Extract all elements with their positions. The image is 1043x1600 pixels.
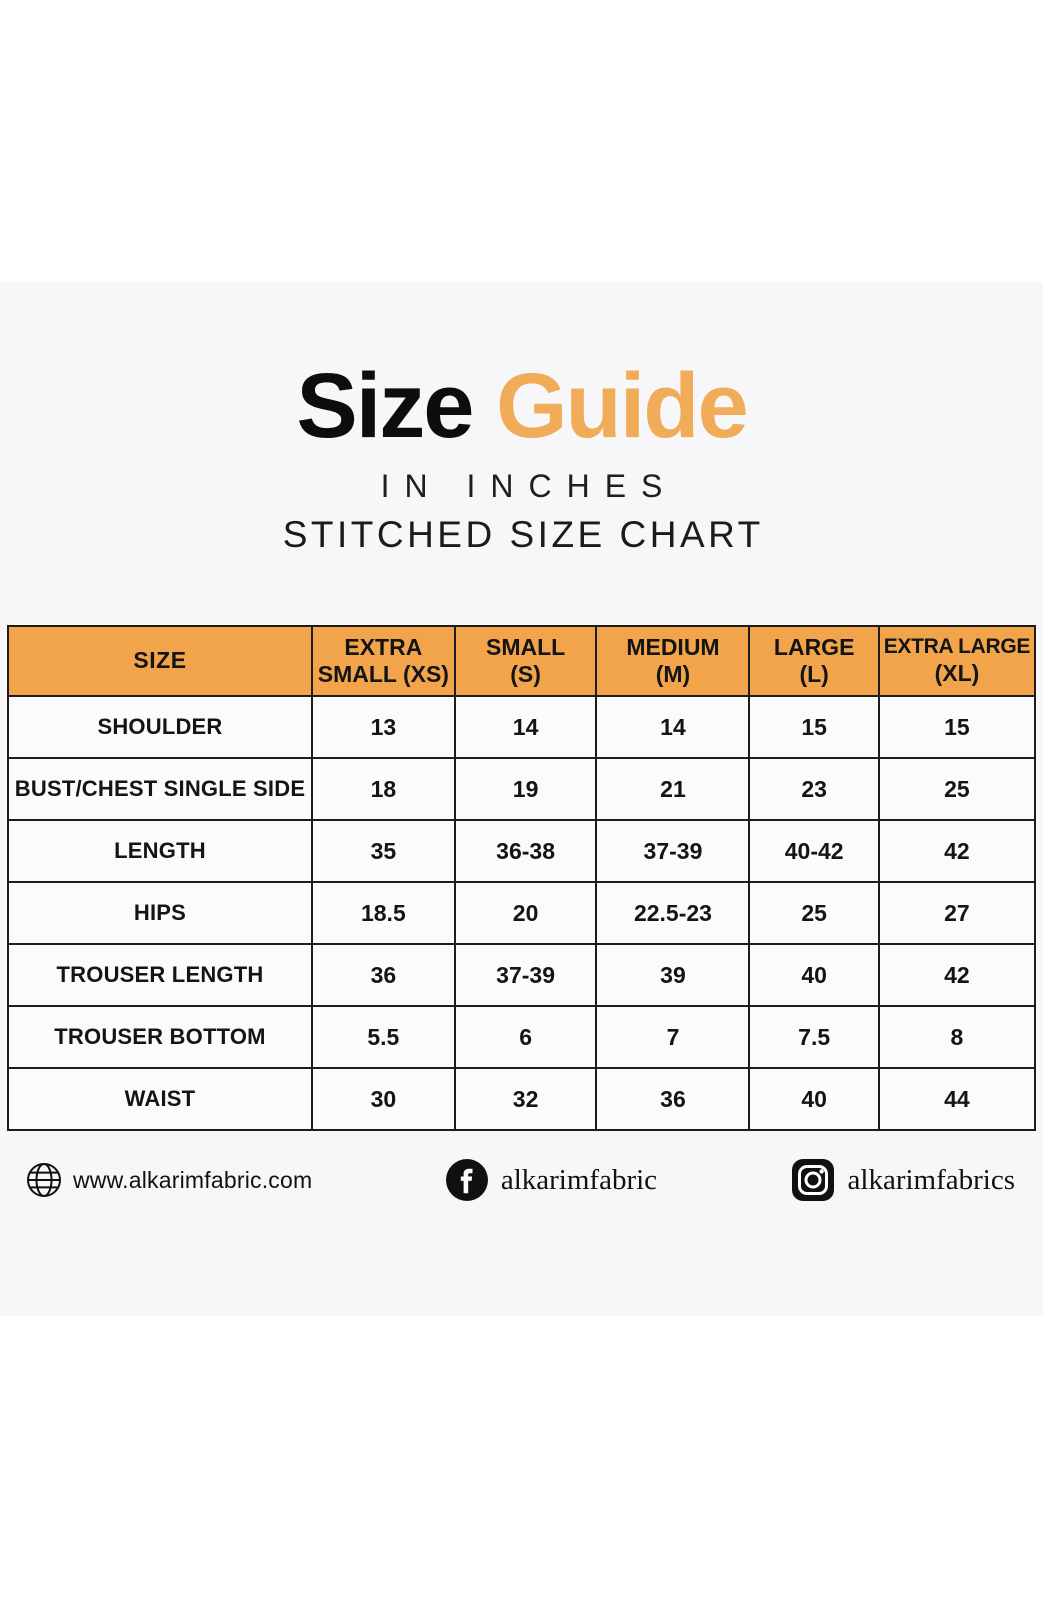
table-row-waist: WAIST 30 32 36 40 44 <box>7 1067 1037 1131</box>
globe-icon <box>27 1163 61 1197</box>
cell-value: 22.5-23 <box>595 881 751 945</box>
subtitle-stitched-size-chart: STITCHED SIZE CHART <box>282 513 764 555</box>
title-block: Size Guide IN INCHES STITCHED SIZE CHART <box>0 359 1043 556</box>
facebook-item: alkarimfabric <box>445 1159 658 1201</box>
cell-value: 25 <box>748 881 880 945</box>
row-label: LENGTH <box>7 819 313 883</box>
column-header-large: LARGE (L) <box>748 625 880 697</box>
cell-value: 30 <box>310 1067 456 1131</box>
page-title: Size Guide <box>0 359 1043 454</box>
facebook-handle: alkarimfabric <box>500 1163 658 1196</box>
title-word-size: Size <box>296 355 474 457</box>
title-word-guide: Guide <box>495 355 749 457</box>
website-item: www.alkarimfabric.com <box>24 1160 312 1200</box>
cell-value: 36 <box>595 1067 751 1131</box>
cell-value: 15 <box>877 695 1037 759</box>
cell-value: 8 <box>877 1005 1037 1069</box>
column-header-size: SIZE <box>7 625 313 697</box>
cell-value: 18 <box>310 757 456 821</box>
row-label: TROUSER LENGTH <box>7 943 313 1007</box>
subtitle-in-inches: IN INCHES <box>380 467 678 504</box>
table-row-length: LENGTH 35 36-38 37-39 40-42 42 <box>7 819 1037 883</box>
cell-value: 7 <box>595 1005 751 1069</box>
cell-value: 42 <box>877 819 1037 883</box>
cell-value: 40-42 <box>748 819 880 883</box>
cell-value: 7.5 <box>748 1005 880 1069</box>
cell-value: 15 <box>748 695 880 759</box>
cell-value: 19 <box>453 757 598 821</box>
table-row-trouser-length: TROUSER LENGTH 36 37-39 39 40 42 <box>7 943 1037 1007</box>
table-row-trouser-bottom: TROUSER BOTTOM 5.5 6 7 7.5 8 <box>7 1005 1037 1069</box>
column-header-extra-large: EXTRA LARGE (XL) <box>877 625 1037 697</box>
footer: www.alkarimfabric.com alkarimfabric alka… <box>0 1158 1043 1202</box>
row-label: BUST/CHEST SINGLE SIDE <box>7 757 313 821</box>
cell-value: 21 <box>595 757 751 821</box>
column-header-medium: MEDIUM (M) <box>595 625 751 697</box>
instagram-handle: alkarimfabrics <box>847 1163 1015 1196</box>
row-label: WAIST <box>7 1067 313 1131</box>
table-row-hips: HIPS 18.5 20 22.5-23 25 27 <box>7 881 1037 945</box>
cell-value: 39 <box>595 943 751 1007</box>
table-row-shoulder: SHOULDER 13 14 14 15 15 <box>7 695 1037 759</box>
column-header-small: SMALL (S) <box>453 625 598 697</box>
cell-value: 44 <box>877 1067 1037 1131</box>
cell-value: 20 <box>453 881 598 945</box>
cell-value: 13 <box>310 695 456 759</box>
cell-value: 27 <box>877 881 1037 945</box>
cell-value: 35 <box>310 819 456 883</box>
column-header-extra-small: EXTRA SMALL (XS) <box>310 625 456 697</box>
cell-value: 37-39 <box>453 943 598 1007</box>
cell-value: 36 <box>310 943 456 1007</box>
cell-value: 36-38 <box>453 819 598 883</box>
cell-value: 5.5 <box>310 1005 456 1069</box>
cell-value: 37-39 <box>595 819 751 883</box>
cell-value: 32 <box>453 1067 598 1131</box>
cell-value: 14 <box>595 695 751 759</box>
cell-value: 6 <box>453 1005 598 1069</box>
cell-value: 25 <box>877 757 1037 821</box>
row-label: HIPS <box>7 881 313 945</box>
facebook-icon <box>445 1159 488 1201</box>
cell-value: 40 <box>748 943 880 1007</box>
instagram-item: alkarimfabrics <box>791 1158 1015 1202</box>
content-band: Size Guide IN INCHES STITCHED SIZE CHART… <box>0 282 1043 1316</box>
cell-value: 23 <box>748 757 880 821</box>
cell-value: 18.5 <box>310 881 456 945</box>
row-label: TROUSER BOTTOM <box>7 1005 313 1069</box>
website-url: www.alkarimfabric.com <box>73 1166 313 1193</box>
table-header-row: SIZE EXTRA SMALL (XS) SMALL (S) MEDIUM (… <box>7 625 1037 697</box>
cell-value: 14 <box>453 695 598 759</box>
cell-value: 40 <box>748 1067 880 1131</box>
row-label: SHOULDER <box>7 695 313 759</box>
size-chart-table: SIZE EXTRA SMALL (XS) SMALL (S) MEDIUM (… <box>7 625 1037 1131</box>
table-row-bust-chest: BUST/CHEST SINGLE SIDE 18 19 21 23 25 <box>7 757 1037 821</box>
cell-value: 42 <box>877 943 1037 1007</box>
instagram-icon <box>791 1159 834 1201</box>
